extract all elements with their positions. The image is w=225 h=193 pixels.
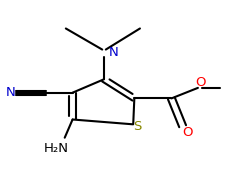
Text: O: O — [194, 76, 205, 89]
Text: N: N — [108, 46, 118, 59]
Text: H₂N: H₂N — [43, 142, 68, 155]
Text: O: O — [181, 126, 191, 139]
Text: S: S — [132, 120, 141, 133]
Text: N: N — [6, 86, 16, 99]
